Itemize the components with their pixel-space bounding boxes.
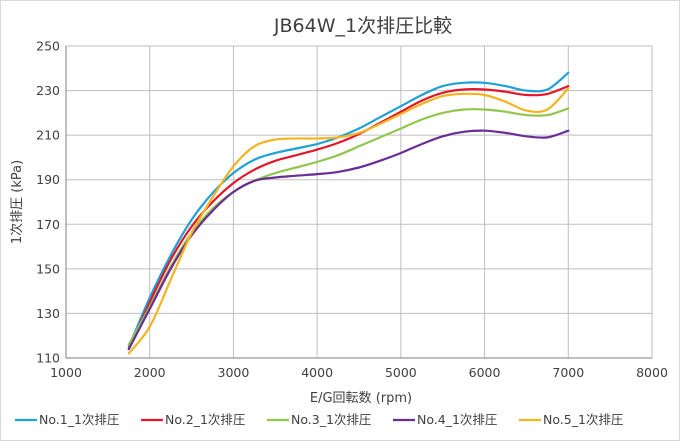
x-axis-title: E/G回転数 (rpm)	[310, 391, 412, 406]
series-line-4	[127, 129, 570, 351]
y-tick-label: 210	[36, 128, 60, 143]
y-tick-label: 170	[36, 217, 60, 232]
legend: No.1_1次排圧 No.2_1次排圧 No.3_1次排圧 No.4_1次排圧 No.5…	[15, 412, 623, 427]
y-tick-label: 250	[36, 39, 60, 54]
y-tick-label: 190	[36, 172, 60, 187]
y-tick-label: 230	[36, 83, 60, 98]
x-tick-label: 7000	[552, 365, 584, 380]
series-line-1	[127, 71, 570, 348]
y-tick-label: 150	[36, 261, 60, 276]
x-tick-label: 2000	[134, 365, 166, 380]
axes	[65, 46, 652, 359]
x-tick-label: 3000	[218, 365, 250, 380]
legend-label-1: No.1_1次排圧	[39, 412, 119, 427]
series-line-2	[127, 85, 570, 351]
chart-title: JB64W_1次排圧比較	[273, 15, 452, 37]
y-tick-label: 110	[36, 351, 60, 366]
x-tick-label: 1000	[50, 365, 82, 380]
legend-label-5: No.5_1次排圧	[543, 412, 623, 427]
legend-label-4: No.4_1次排圧	[417, 412, 497, 427]
legend-label-2: No.2_1次排圧	[165, 412, 245, 427]
y-tick-label: 130	[36, 306, 60, 321]
x-tick-label: 8000	[636, 365, 668, 380]
series-line-3	[127, 107, 570, 346]
legend-label-3: No.3_1次排圧	[291, 412, 371, 427]
series-line-5	[127, 87, 570, 355]
x-tick-label: 6000	[469, 365, 501, 380]
x-tick-label: 4000	[301, 365, 333, 380]
x-tick-label: 5000	[385, 365, 417, 380]
series-lines	[127, 71, 570, 355]
tick-labels: 1000 2000 3000 4000 5000 6000 7000 8000 110 130 15…	[36, 39, 668, 381]
y-axis-title: 1次排圧 (kPa)	[9, 160, 25, 244]
